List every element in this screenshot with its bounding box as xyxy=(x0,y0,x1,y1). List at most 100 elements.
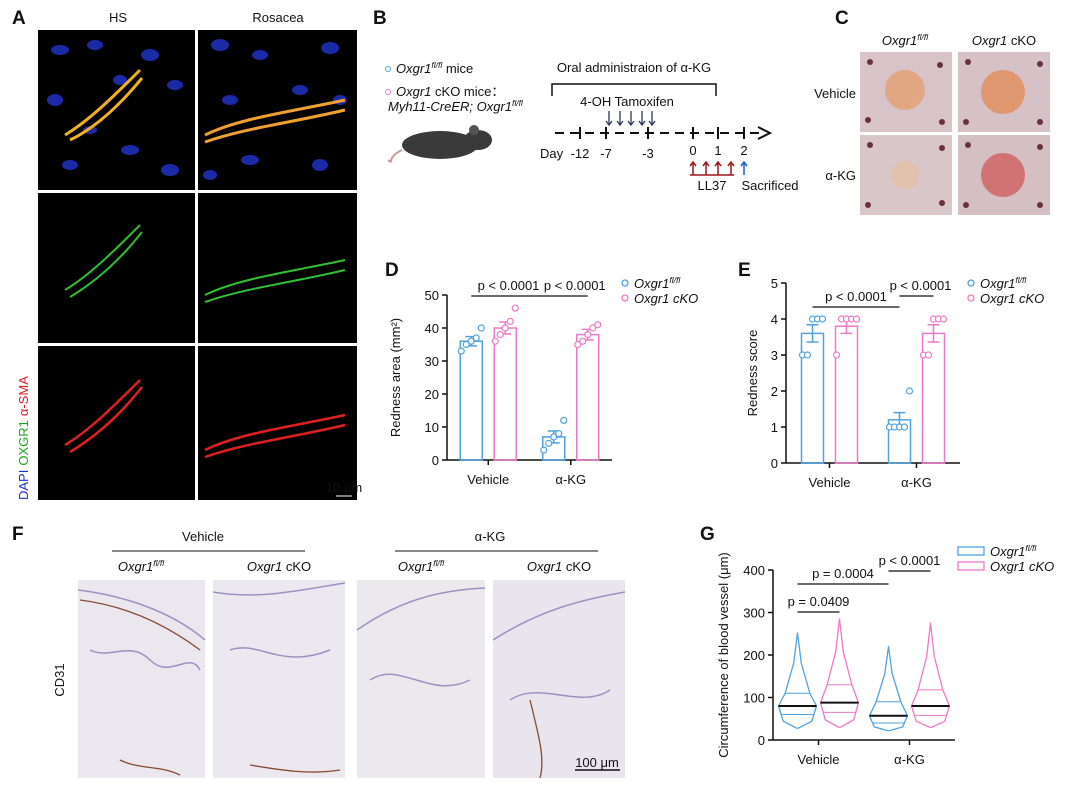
text-part: cKO xyxy=(562,559,591,574)
error-bar xyxy=(927,324,940,343)
x-tick-label: α-KG xyxy=(894,752,925,767)
timeline-label: Sacrificed xyxy=(741,178,798,193)
data-point xyxy=(818,315,827,323)
text-part: Oxgr1 xyxy=(972,33,1007,48)
panel-label: C xyxy=(835,8,849,29)
legend-marker xyxy=(967,294,975,302)
p-value: p = 0.0409 xyxy=(788,594,850,609)
text-part: fl/fl xyxy=(917,32,929,42)
data-point xyxy=(496,331,504,339)
legend-swatch xyxy=(957,561,985,571)
data-point xyxy=(472,334,480,342)
legend-text: Oxgr1fl/fl mice xyxy=(396,60,473,76)
legend-name: Oxgr1 cKO xyxy=(634,291,698,306)
tamoxifen-arrow xyxy=(648,111,656,127)
panel-a-images xyxy=(38,30,357,500)
text-part: Oxgr1 xyxy=(527,559,562,574)
legend-label: Oxgr1fl/fl xyxy=(634,275,681,291)
x-tick-label: Vehicle xyxy=(467,472,509,487)
data-point xyxy=(900,423,909,431)
legend-name: Oxgr1 xyxy=(990,544,1025,559)
data-point xyxy=(501,324,509,332)
y-tick-label: 2 xyxy=(771,384,778,399)
column-header: Oxgr1fl/fl xyxy=(882,32,929,48)
data-point xyxy=(579,337,587,345)
data-point xyxy=(905,387,914,395)
legend-label: Oxgr1fl/fl xyxy=(980,275,1027,291)
legend-text: Myh11-CreER; Oxgr1fl/fl xyxy=(388,98,524,114)
data-point xyxy=(594,321,602,329)
scale-bar-label: 10 μm xyxy=(326,480,362,495)
legend-sup: fl/fl xyxy=(669,275,681,285)
text-part: Oxgr1 xyxy=(882,33,917,48)
panel-label: B xyxy=(373,8,387,29)
panel-f-images xyxy=(77,580,626,779)
legend-marker xyxy=(385,66,391,72)
sacrifice-arrow xyxy=(740,160,748,175)
y-tick-label: 20 xyxy=(425,387,439,402)
legend-marker xyxy=(621,279,629,287)
data-point xyxy=(939,315,948,323)
column-header: Oxgr1 cKO xyxy=(527,559,591,574)
text-part: Oxgr1 xyxy=(396,84,431,99)
tamoxifen-arrow xyxy=(638,111,646,127)
x-tick-label: α-KG xyxy=(555,472,586,487)
p-value: p < 0.0001 xyxy=(544,278,606,293)
day-tick-label: -12 xyxy=(571,146,590,161)
group-header: α-KG xyxy=(475,529,506,544)
bar xyxy=(459,340,483,461)
bracket xyxy=(551,83,717,96)
data-point xyxy=(462,340,470,349)
legend-name: Oxgr1 cKO xyxy=(990,559,1054,574)
y-tick-label: 5 xyxy=(771,276,778,291)
data-point xyxy=(545,439,553,448)
stain-name: OXGR1 xyxy=(16,420,31,466)
data-point xyxy=(584,331,592,339)
legend-label: Oxgr1 cKO xyxy=(980,291,1044,306)
bar xyxy=(576,333,600,461)
y-tick-label: 3 xyxy=(771,348,778,363)
data-point xyxy=(852,315,861,323)
panel-c-photos xyxy=(860,52,1050,215)
violin xyxy=(819,618,860,728)
day-tick-label: 1 xyxy=(714,143,721,158)
text-part: Oxgr1 xyxy=(247,559,282,574)
data-point xyxy=(477,324,485,332)
stain-name: DAPI xyxy=(16,470,31,500)
text-part: mice xyxy=(442,61,473,76)
y-tick-label: 0 xyxy=(432,453,439,468)
data-point xyxy=(589,324,597,332)
day-tick-label: 2 xyxy=(740,143,747,158)
day-label: Day xyxy=(540,146,564,161)
text-part: fl/fl xyxy=(433,558,445,568)
column-header: Oxgr1fl/fl xyxy=(118,558,165,574)
violin xyxy=(910,622,951,728)
data-point xyxy=(506,317,514,325)
y-tick-label: 300 xyxy=(743,606,765,621)
legend-text: Oxgr1 cKO mice： xyxy=(396,84,504,99)
data-point xyxy=(511,304,519,312)
panel-b-mouse xyxy=(387,125,492,163)
y-tick-label: 4 xyxy=(771,312,778,327)
x-tick-label: Vehicle xyxy=(798,752,840,767)
timeline-label: LL37 xyxy=(698,178,727,193)
tamoxifen-arrow xyxy=(605,111,613,127)
y-tick-label: 50 xyxy=(425,288,439,303)
legend-label: Oxgr1fl/fl xyxy=(990,543,1037,559)
p-value: p < 0.0001 xyxy=(890,278,952,293)
text-part: cKO xyxy=(282,559,311,574)
y-tick-label: 1 xyxy=(771,420,778,435)
stain-label: DAPI OXGR1 α-SMA xyxy=(16,376,31,500)
column-header: Oxgr1 cKO xyxy=(972,33,1036,48)
legend-name: Oxgr1 cKO xyxy=(980,291,1044,306)
data-point xyxy=(832,351,841,359)
data-point xyxy=(467,337,475,345)
text-part: fl/fl xyxy=(512,98,524,108)
bar xyxy=(493,327,517,461)
timeline-label: Oral administraion of α-KG xyxy=(557,60,711,75)
legend-label: Oxgr1 cKO xyxy=(634,291,698,306)
data-point xyxy=(574,340,582,349)
violin xyxy=(777,632,818,729)
panel-label: D xyxy=(385,260,399,281)
